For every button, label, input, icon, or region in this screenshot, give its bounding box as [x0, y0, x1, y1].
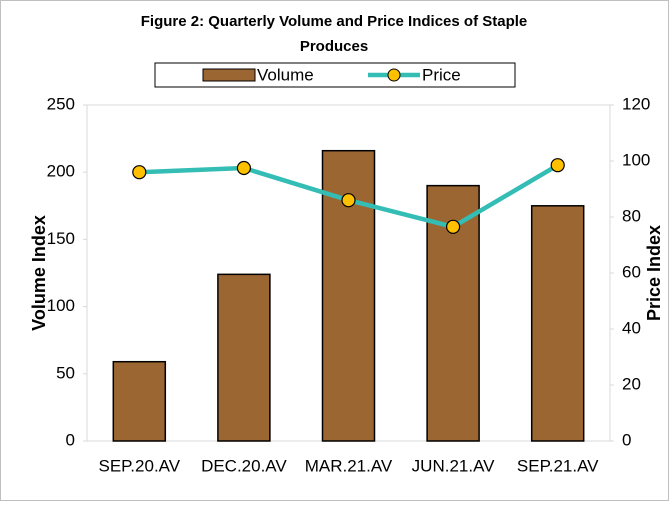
y2-tick-label: 60 — [622, 262, 641, 281]
y2-tick-label: 40 — [622, 318, 641, 337]
legend-label: Price — [422, 65, 461, 84]
y-tick-label: 200 — [47, 162, 75, 181]
legend-marker — [387, 68, 401, 82]
chart-title: Figure 2: Quarterly Volume and Price Ind… — [141, 13, 528, 55]
y2-tick-label: 0 — [622, 430, 631, 449]
legend-label: Volume — [257, 65, 314, 84]
y2-tick-label: 120 — [622, 94, 650, 113]
price-marker — [236, 160, 251, 176]
y-tick-label: 150 — [47, 229, 75, 248]
price-marker — [132, 165, 147, 180]
x-tick-label: DEC.20.AV — [201, 456, 287, 475]
bar — [530, 205, 585, 442]
legend-swatch — [202, 68, 256, 82]
x-tick-label: SEP.21.AV — [517, 456, 599, 475]
bar — [112, 360, 167, 442]
y-tick-label: 250 — [47, 94, 75, 113]
x-tick-label: SEP.20.AV — [98, 456, 180, 475]
x-tick-label: JUN.21.AV — [412, 456, 495, 475]
y2-tick-label: 80 — [622, 206, 641, 225]
y-tick-label: 100 — [47, 296, 75, 315]
price-marker — [341, 193, 356, 208]
y2-tick-label: 100 — [622, 150, 650, 169]
y-axis-label: Volume Index — [29, 215, 49, 331]
y-tick-label: 50 — [56, 363, 75, 382]
y-tick-label: 0 — [66, 430, 75, 449]
legend-box — [154, 62, 516, 88]
x-tick-label: MAR.21.AV — [305, 456, 393, 475]
y2-tick-label: 20 — [622, 374, 641, 393]
y2-axis-label: Price Index — [644, 225, 664, 321]
bar — [217, 273, 271, 442]
price-marker — [550, 158, 565, 173]
price-marker — [446, 219, 461, 234]
